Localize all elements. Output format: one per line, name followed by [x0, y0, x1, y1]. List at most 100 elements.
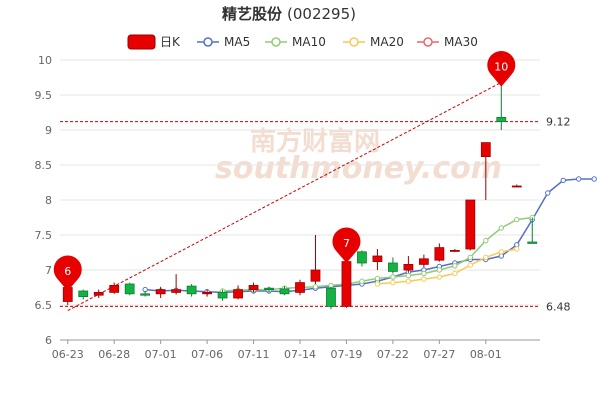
legend-item-ma30[interactable]: MA30: [417, 35, 478, 49]
candle-body[interactable]: [140, 293, 151, 296]
candle-body[interactable]: [155, 289, 166, 295]
x-tick-label: 07-01: [145, 348, 177, 361]
candle-body[interactable]: [341, 261, 352, 307]
y-tick-label: 7.5: [35, 229, 53, 242]
legend: 日K MA5 MA10 MA20 MA30: [127, 34, 478, 50]
x-tick-label: 07-06: [191, 348, 223, 361]
marker-pin[interactable]: 7: [332, 227, 361, 263]
ma5-line: [145, 178, 595, 294]
candle-body[interactable]: [186, 285, 197, 295]
chart-title-code: (002295): [287, 5, 356, 23]
marker-pin[interactable]: 6: [53, 255, 82, 291]
candle-body[interactable]: [93, 291, 104, 296]
candle-body[interactable]: [527, 241, 538, 244]
x-tick-label: 07-22: [377, 348, 409, 361]
ma10-point: [359, 278, 365, 284]
candle-body[interactable]: [449, 249, 460, 252]
candle-body[interactable]: [434, 247, 445, 261]
legend-label: MA20: [370, 35, 404, 49]
candle-body[interactable]: [310, 269, 321, 282]
candle-body[interactable]: [109, 284, 120, 293]
chart-title: 精艺股份 (002295): [222, 5, 356, 23]
marker-pin-shape: [487, 51, 516, 87]
x-tick-label: 07-19: [330, 348, 362, 361]
trend-line-segment: [67, 81, 502, 312]
ma5-point: [545, 190, 551, 196]
x-tick-label: 07-14: [284, 348, 316, 361]
candle-body[interactable]: [124, 283, 135, 295]
candle-body[interactable]: [357, 251, 367, 264]
legend-item-日k[interactable]: 日K: [127, 34, 181, 50]
ma20-point: [514, 246, 520, 252]
legend-marker-swatch: [349, 37, 359, 47]
ma20-line: [377, 248, 517, 285]
watermark: 南方财富网 southmoney.com: [215, 126, 502, 186]
x-tick-label: 06-23: [52, 348, 84, 361]
ma20-point: [436, 274, 443, 280]
y-tick-label: 9: [45, 124, 52, 137]
candle-body[interactable]: [480, 142, 491, 158]
marker-pin-shape: [332, 227, 361, 263]
candle-body[interactable]: [248, 284, 259, 290]
legend-candle-swatch: [127, 34, 156, 50]
y-tick-label: 9.5: [35, 89, 53, 102]
ma20-point: [467, 262, 474, 268]
marker-pin[interactable]: 10: [487, 51, 516, 87]
candle-body[interactable]: [171, 289, 182, 293]
candle-body[interactable]: [233, 289, 243, 299]
candle-body[interactable]: [511, 185, 522, 188]
legend-label: MA10: [292, 35, 326, 49]
ma10-point: [498, 225, 504, 231]
ma10-point: [312, 284, 319, 290]
ma10-point: [374, 275, 381, 282]
legend-item-ma10[interactable]: MA10: [265, 35, 326, 49]
chart-title-name: 精艺股份: [222, 5, 283, 23]
legend-marker-swatch: [423, 37, 433, 47]
marker-pin-label: 10: [494, 61, 508, 74]
ma10-point: [467, 254, 474, 261]
candle-body[interactable]: [496, 117, 507, 123]
legend-item-ma20[interactable]: MA20: [343, 35, 404, 49]
candle-body[interactable]: [372, 255, 383, 262]
ma10-point: [436, 267, 443, 273]
candle-body[interactable]: [78, 290, 89, 297]
y-tick-label: 8.5: [35, 159, 53, 172]
candle-body[interactable]: [418, 258, 429, 265]
ma20-point: [374, 281, 381, 287]
ma10-point: [405, 272, 412, 279]
reference-line-label: 6.48: [546, 300, 571, 313]
ma20-point: [390, 279, 396, 286]
ma10-point: [514, 216, 520, 223]
y-tick-label: 7: [45, 264, 52, 277]
y-axis: 6 6.5 7 7.5 8 8.5 9 9.5 10: [35, 54, 53, 347]
legend-marker-swatch: [203, 37, 213, 47]
candle-body[interactable]: [279, 288, 290, 295]
candle-body[interactable]: [202, 291, 212, 295]
x-tick-label: 08-01: [470, 348, 502, 361]
candle-body[interactable]: [295, 282, 305, 293]
legend-item-ma5[interactable]: MA5: [197, 35, 250, 49]
candle-body[interactable]: [264, 287, 274, 291]
x-tick-label: 07-11: [238, 348, 270, 361]
legend-label: 日K: [160, 35, 181, 49]
candles: [62, 81, 538, 310]
reference-line-label: 9.12: [546, 116, 571, 129]
markers: 6 7 10: [53, 51, 516, 291]
x-tick-label: 07-27: [423, 348, 455, 361]
ma5-point: [560, 177, 566, 184]
candle-body[interactable]: [217, 291, 228, 299]
candle-body[interactable]: [326, 287, 336, 307]
candle-body[interactable]: [403, 263, 414, 271]
candle-body[interactable]: [465, 199, 476, 250]
watermark-url: southmoney.com: [215, 151, 502, 186]
y-tick-label: 8: [45, 194, 52, 207]
legend-marker-swatch: [271, 37, 281, 47]
legend-label: MA5: [224, 35, 250, 49]
ma20-point: [452, 270, 458, 277]
ma5-point: [576, 176, 582, 182]
ma20-point: [405, 278, 412, 284]
marker-pin-label: 6: [64, 265, 71, 278]
ma20-point: [498, 249, 504, 255]
candle-body[interactable]: [388, 262, 398, 272]
